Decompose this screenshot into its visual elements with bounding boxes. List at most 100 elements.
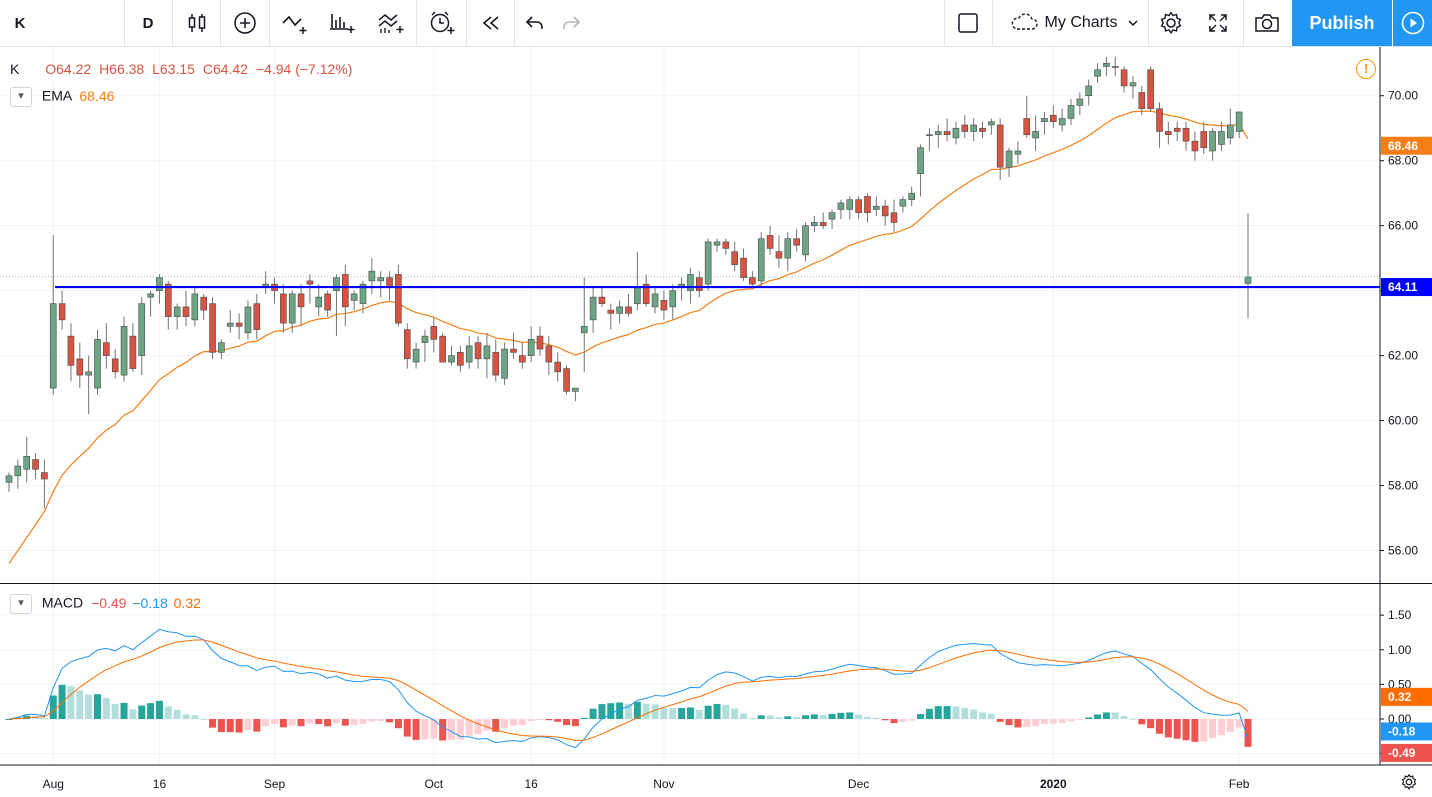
axes: Aug 16 Sep Oct 16 Nov Dec 2020 Feb 70.00 68.00 66.0… [0,47,1432,791]
symbol-search-button[interactable]: K [14,14,26,32]
candle [837,199,845,220]
candle-body [421,335,429,343]
hline-price-badge [1381,278,1432,297]
candle-body [1191,140,1199,152]
templates-icon[interactable] [370,0,414,46]
my-charts-button[interactable]: My Charts [1000,0,1148,46]
candle [704,238,712,291]
macd-hist-bar [483,719,491,731]
macd-hist-bar [332,719,340,724]
publish-button[interactable]: Publish [1292,0,1392,46]
candle [94,329,101,395]
macd-hist-bar [23,715,31,719]
candle [1032,115,1039,151]
candle [412,342,420,369]
candle-body [341,274,349,308]
ema-line [8,110,1249,564]
candle [226,310,234,333]
fullscreen-icon[interactable] [1196,0,1240,46]
macd-hist-bar [173,709,181,719]
settings-gear-icon[interactable] [1150,0,1192,46]
macd-hist-bar [704,705,712,719]
compare-add-icon[interactable] [224,0,266,46]
candle-body [1182,127,1190,142]
candle [350,290,358,311]
replay-icon[interactable] [470,0,512,46]
macd-hist-bar [1023,719,1031,727]
candle [890,199,898,233]
collapse-chevron-icon[interactable]: ▾ [10,594,32,614]
candle-body [209,303,216,353]
candle-body [501,348,508,379]
candle [1041,111,1048,135]
candle [244,300,252,340]
macd-hist-bar [580,717,588,719]
candle-body [1138,92,1146,110]
candle-body [253,303,261,330]
candle [368,258,376,294]
candle-body [784,238,792,259]
candle [660,290,668,320]
candle-body [14,465,22,477]
macd-hist-bar [253,719,261,732]
candle [457,345,464,372]
time-axis-label: 2020 [1040,777,1067,791]
macd-hist-bar [810,714,818,719]
candle-body [695,277,703,291]
macd-hist-bar [76,690,84,719]
divider [944,0,945,46]
snapshot-camera-icon[interactable] [1246,0,1288,46]
candle [1120,66,1128,93]
candle [554,352,562,382]
candle [1085,79,1092,106]
candle-body [1147,69,1154,110]
macd-hist-bar [563,719,571,726]
macd-hist-bar [244,719,252,731]
undo-icon[interactable] [518,0,552,46]
candle-body [386,277,393,288]
macd-hist-bar [40,718,48,720]
macd-hist-bar [509,719,517,726]
candle-body [846,199,854,210]
macd-signal-value: 0.32 [173,594,201,611]
candle-body [412,348,420,363]
macd-hist-bar [598,704,606,719]
price-chart[interactable]: Aug 16 Sep Oct 16 Nov Dec 2020 Feb 70.00 68.00 66.0… [0,47,1432,797]
layout-square-icon[interactable] [948,0,988,46]
interval-button[interactable]: D [142,14,154,32]
redo-icon[interactable] [554,0,588,46]
macd-hist-bar [1156,719,1163,734]
time-axis-settings-gear-icon[interactable] [1398,771,1420,793]
candle [988,118,995,135]
candle [979,121,986,138]
chevron-down-icon [1128,20,1138,27]
candle-body [616,306,623,314]
candle-body [129,335,137,369]
macd-hist-bar [341,719,349,726]
macd-hist-bar [456,719,464,740]
signal-badge [1381,687,1432,706]
candle [76,342,84,389]
chart-type-candles-icon[interactable] [176,0,218,46]
macd-hist-bar [961,708,969,719]
horizontal-line-drawing [0,276,1380,289]
warning-icon[interactable]: ! [1356,59,1376,79]
indicators-icon[interactable] [274,0,318,46]
candle-body [1129,82,1137,87]
candle [651,287,659,314]
price-axis-label: 62.00 [1388,349,1418,363]
publish-play-icon[interactable] [1393,0,1432,46]
financials-icon[interactable] [322,0,364,46]
candle [1129,76,1137,99]
candle-body [722,241,730,249]
collapse-chevron-icon[interactable]: ▾ [10,87,32,107]
macd-hist-bar [545,719,553,721]
macd-hist-bar [394,719,402,729]
macd-hist-bar [837,712,845,719]
alert-clock-icon[interactable] [420,0,464,46]
macd-hist-bar [403,719,411,737]
candle [527,326,535,363]
candle [324,290,331,317]
macd-hist-bar [1209,719,1217,739]
macd-hist-bar [607,703,615,719]
